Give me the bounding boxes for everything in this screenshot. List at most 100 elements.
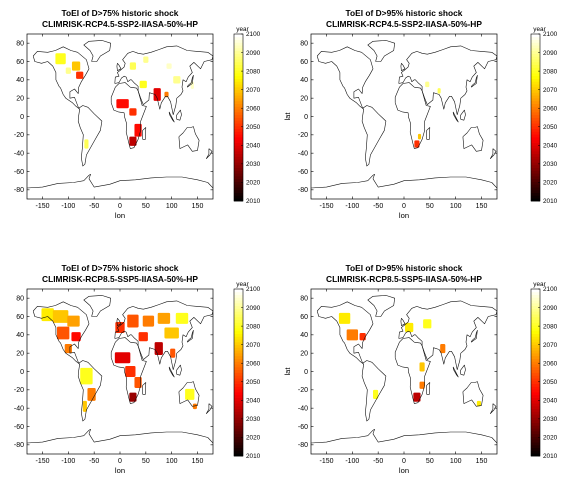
coastline-australia — [462, 126, 484, 152]
colorbar-swatch — [234, 411, 243, 415]
colorbar-swatch — [531, 189, 540, 194]
colored-region — [129, 108, 137, 116]
coastline-japan — [470, 330, 478, 343]
colorbar-swatch — [234, 173, 243, 177]
colorbar-swatch — [234, 181, 243, 185]
colorbar-swatch — [531, 145, 540, 149]
y-tick-label: -60 — [298, 169, 308, 176]
colorbar-swatch — [531, 372, 540, 376]
colored-region — [170, 348, 176, 358]
colorbar-tick-label: 2100 — [543, 31, 558, 38]
y-tick-label: 40 — [300, 332, 308, 339]
colorbar-swatch — [234, 422, 243, 426]
colorbar-tick-label: 2070 — [543, 342, 558, 349]
colorbar-swatch — [234, 148, 243, 152]
map-panel-4: ToEI of D>95% historic shockCLIMRISK-RCP… — [283, 263, 558, 475]
colorbar-tick-label: 2030 — [246, 416, 261, 423]
coastline-australia — [178, 126, 200, 152]
coastline-eurasia — [398, 300, 497, 370]
colorbar-swatch — [234, 131, 243, 135]
colorbar-swatch — [234, 344, 243, 348]
colorbar-swatch — [531, 86, 540, 91]
colorbar-swatch — [234, 397, 243, 401]
colorbar-swatch — [531, 100, 540, 104]
x-tick-label: -150 — [319, 458, 333, 465]
colorbar-swatch — [234, 314, 243, 318]
colorbar-swatch — [531, 195, 540, 199]
colorbar-swatch — [234, 302, 243, 307]
colored-region — [129, 136, 137, 146]
colorbar-swatch — [531, 131, 540, 135]
colorbar-swatch — [531, 134, 540, 138]
colorbar-swatch — [234, 350, 243, 354]
colorbar-swatch — [531, 109, 540, 113]
x-axis-label: lon — [115, 466, 125, 475]
colorbar-swatch — [531, 425, 540, 429]
colorbar-swatch — [531, 67, 540, 71]
colorbar-swatch — [234, 439, 243, 443]
colorbar-swatch — [531, 142, 540, 146]
colorbar-swatch — [234, 36, 243, 40]
colorbar-tick-label: 2060 — [543, 105, 558, 112]
colorbar-swatch — [531, 111, 540, 116]
colorbar-swatch — [531, 156, 540, 160]
colorbar-swatch — [234, 64, 243, 68]
colorbar-swatch — [531, 47, 540, 52]
y-tick-label: -40 — [298, 406, 308, 413]
y-tick-label: -20 — [14, 132, 24, 139]
colored-region — [52, 310, 69, 323]
colorbar-swatch — [531, 436, 540, 440]
coastline-eurasia — [114, 45, 213, 115]
x-tick-label: 50 — [426, 458, 434, 465]
colorbar-swatch — [234, 327, 243, 332]
x-tick-label: 150 — [476, 203, 488, 210]
x-tick-label: 0 — [118, 458, 122, 465]
colorbar-swatch — [234, 111, 243, 116]
coastline-africa — [110, 82, 147, 149]
coastline-north-america — [32, 301, 90, 365]
colorbar-swatch — [234, 361, 243, 365]
map-panel-3: ToEI of D>75% historic shockCLIMRISK-RCP… — [14, 263, 261, 475]
panel-subtitle: CLIMRISK-RCP4.5-SSP2-IIASA-50%-HP — [326, 19, 482, 29]
colorbar-swatch — [234, 136, 243, 141]
colorbar-swatch — [234, 59, 243, 63]
colorbar-tick-label: 2070 — [246, 342, 261, 349]
colorbar-swatch — [531, 184, 540, 188]
colorbar-swatch — [234, 117, 243, 121]
coastline-japan — [186, 330, 194, 343]
colorbar-swatch — [234, 153, 243, 157]
colorbar-swatch — [234, 369, 243, 373]
coastline-madagascar — [426, 127, 431, 140]
colorbar-swatch — [234, 375, 243, 379]
y-tick-label: 80 — [16, 41, 24, 48]
colorbar-swatch — [531, 192, 540, 196]
colorbar-tick-label: 2060 — [543, 360, 558, 367]
colorbar-label: year — [533, 281, 546, 288]
colored-region — [157, 312, 171, 324]
colored-region — [419, 381, 425, 389]
y-tick-label: -40 — [14, 406, 24, 413]
colorbar-swatch — [531, 314, 540, 318]
colorbar-swatch — [531, 444, 540, 449]
colorbar-tick-label: 2020 — [246, 435, 261, 442]
colorbar-swatch — [234, 81, 243, 85]
colorbar-swatch — [531, 442, 540, 446]
colorbar-swatch — [234, 128, 243, 132]
colored-region — [64, 344, 72, 354]
coastline-sumatra — [452, 111, 459, 123]
colorbar-swatch — [531, 53, 540, 57]
colorbar-swatch — [531, 148, 540, 152]
colorbar-swatch — [234, 425, 243, 429]
colorbar-swatch — [234, 353, 243, 357]
coastline-borneo — [176, 364, 182, 376]
colorbar-swatch — [234, 150, 243, 155]
colorbar-swatch — [234, 347, 243, 351]
colorbar-swatch — [234, 322, 243, 326]
colorbar-swatch — [234, 192, 243, 196]
colorbar-swatch — [234, 98, 243, 102]
colorbar-swatch — [234, 389, 243, 393]
colorbar-swatch — [234, 364, 243, 368]
colorbar-swatch — [234, 106, 243, 110]
coastline-new-zealand — [490, 148, 497, 159]
